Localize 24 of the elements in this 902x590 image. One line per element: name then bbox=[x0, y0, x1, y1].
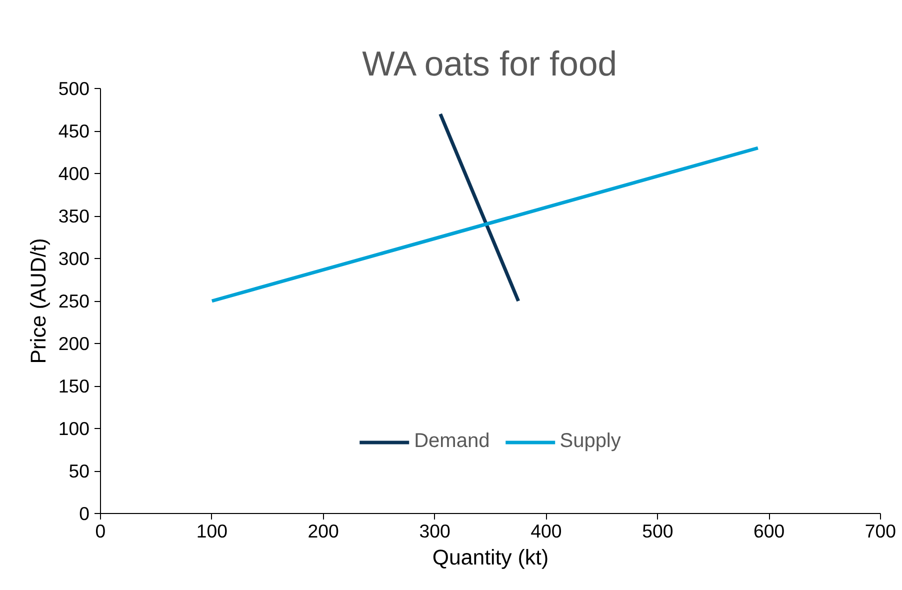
legend-label: Supply bbox=[560, 430, 621, 453]
x-tick-label: 100 bbox=[196, 520, 228, 542]
y-tick-label: 200 bbox=[58, 333, 90, 354]
x-tick-label: 200 bbox=[308, 520, 339, 542]
y-tick-label: 250 bbox=[58, 290, 90, 312]
y-tick-label: 500 bbox=[58, 78, 90, 99]
y-tick-label: 300 bbox=[58, 248, 90, 269]
y-tick-label: 400 bbox=[58, 163, 90, 184]
y-tick-label: 350 bbox=[58, 206, 90, 226]
x-tick-label: 400 bbox=[530, 520, 562, 542]
x-tick-label: 0 bbox=[95, 520, 106, 542]
x-tick-label: 600 bbox=[754, 520, 785, 542]
x-tick-label: 700 bbox=[864, 520, 896, 542]
x-axis-title: Quantity (kt) bbox=[432, 546, 549, 570]
legend-label: Demand bbox=[414, 430, 490, 453]
x-tick-label: 500 bbox=[642, 520, 674, 542]
y-axis-title: Price (AUD/t) bbox=[26, 238, 50, 364]
chart-title: WA oats for food bbox=[362, 46, 618, 84]
y-tick-label: 100 bbox=[58, 418, 90, 439]
y-tick-label: 450 bbox=[58, 120, 90, 142]
x-tick-label: 300 bbox=[419, 520, 450, 542]
y-tick-label: 50 bbox=[68, 460, 90, 482]
y-tick-label: 0 bbox=[79, 503, 90, 524]
y-tick-label: 150 bbox=[58, 376, 90, 396]
